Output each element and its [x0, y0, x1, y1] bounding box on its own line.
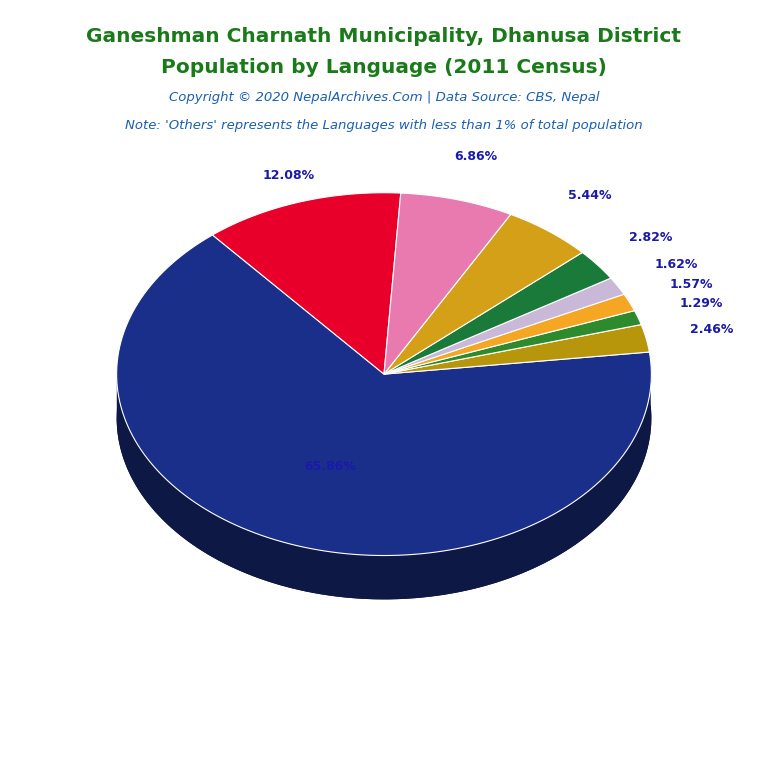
Text: Ganeshman Charnath Municipality, Dhanusa District: Ganeshman Charnath Municipality, Dhanusa…	[87, 27, 681, 46]
Polygon shape	[117, 235, 651, 555]
Text: Population by Language (2011 Census): Population by Language (2011 Census)	[161, 58, 607, 77]
Polygon shape	[117, 362, 651, 599]
Text: Note: 'Others' represents the Languages with less than 1% of total population: Note: 'Others' represents the Languages …	[125, 119, 643, 132]
Text: 2.82%: 2.82%	[629, 231, 673, 244]
Polygon shape	[384, 193, 511, 374]
Text: 6.86%: 6.86%	[454, 150, 498, 163]
Text: 1.57%: 1.57%	[669, 278, 713, 291]
Text: 5.44%: 5.44%	[568, 189, 612, 202]
Polygon shape	[213, 193, 401, 374]
Polygon shape	[384, 253, 611, 374]
Polygon shape	[384, 214, 582, 374]
Polygon shape	[384, 294, 634, 374]
Text: 1.29%: 1.29%	[680, 297, 723, 310]
Polygon shape	[384, 310, 641, 374]
Text: 2.46%: 2.46%	[690, 323, 733, 336]
Polygon shape	[384, 278, 624, 374]
Polygon shape	[384, 325, 650, 374]
Polygon shape	[117, 404, 651, 599]
Text: Copyright © 2020 NepalArchives.Com | Data Source: CBS, Nepal: Copyright © 2020 NepalArchives.Com | Dat…	[169, 91, 599, 104]
Text: 65.86%: 65.86%	[304, 461, 356, 473]
Text: 1.62%: 1.62%	[654, 257, 698, 270]
Text: 12.08%: 12.08%	[262, 170, 314, 183]
